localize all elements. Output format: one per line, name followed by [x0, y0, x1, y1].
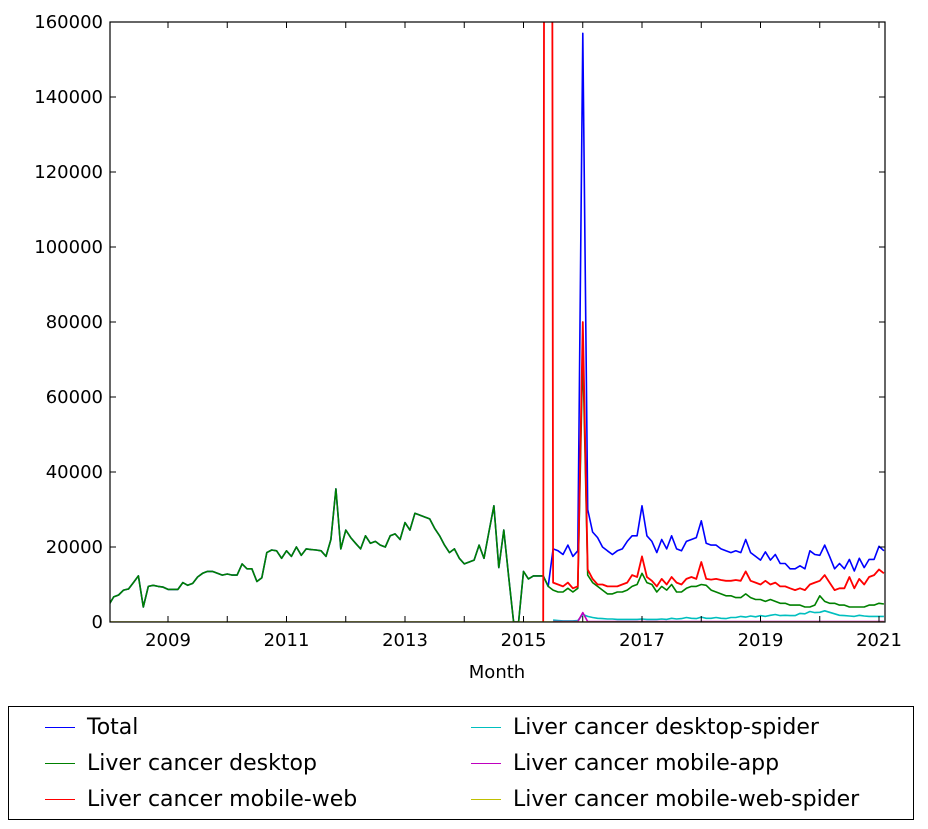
- legend-line-icon: [45, 798, 75, 800]
- series-line-liver-cancer-desktop-spider: [553, 609, 884, 622]
- y-tick-label: 140000: [34, 87, 103, 108]
- legend-item-total: Total: [45, 712, 138, 742]
- series-line-liver-cancer-mobile-web: [542, 22, 885, 622]
- legend-item-desktop-spider: Liver cancer desktop-spider: [471, 712, 819, 742]
- y-tick-label: 20000: [46, 537, 103, 558]
- series-layer: [110, 22, 885, 622]
- legend-item-desktop: Liver cancer desktop: [45, 748, 317, 778]
- legend-label: Liver cancer desktop: [87, 750, 317, 776]
- legend-label: Total: [87, 714, 139, 740]
- x-tick-label: 2011: [264, 630, 310, 651]
- legend-item-mobile-app: Liver cancer mobile-app: [471, 748, 779, 778]
- x-tick-label: 2009: [145, 630, 191, 651]
- legend-line-icon: [45, 762, 75, 764]
- legend-item-mobile-web-spider: Liver cancer mobile-web-spider: [471, 784, 859, 814]
- series-line-liver-cancer-desktop: [110, 351, 885, 622]
- x-tick-label: 2017: [619, 630, 665, 651]
- legend-item-mobile-web: Liver cancer mobile-web: [45, 784, 357, 814]
- legend-line-icon: [471, 726, 501, 728]
- y-tick-label: 100000: [34, 237, 103, 258]
- x-tick-label: 2013: [382, 630, 428, 651]
- axis-ticks: 0 20000 40000 60000 80000 100000 120000 140000 1…: [34, 12, 902, 651]
- y-tick-label: 120000: [34, 162, 103, 183]
- y-tick-label: 160000: [34, 12, 103, 33]
- line-chart: 0 20000 40000 60000 80000 100000 120000 140000 1…: [34, 12, 902, 683]
- x-tick-label: 2019: [738, 630, 784, 651]
- x-tick-label: 2021: [856, 630, 902, 651]
- legend-line-icon: [471, 762, 501, 764]
- legend-label: Liver cancer mobile-web-spider: [513, 786, 860, 812]
- plot-frame: [109, 21, 886, 623]
- x-tick-label: 2015: [501, 630, 547, 651]
- x-axis-label: Month: [469, 662, 525, 683]
- legend-label: Liver cancer mobile-app: [513, 750, 780, 776]
- legend-label: Liver cancer desktop-spider: [513, 714, 819, 740]
- legend: Total Liver cancer desktop Liver cancer …: [8, 706, 914, 820]
- legend-label: Liver cancer mobile-web: [87, 786, 358, 812]
- y-tick-label: 0: [92, 612, 103, 633]
- legend-line-icon: [45, 726, 75, 728]
- legend-line-icon: [471, 798, 501, 800]
- y-tick-label: 60000: [46, 387, 103, 408]
- y-tick-label: 40000: [46, 462, 103, 483]
- y-tick-label: 80000: [46, 312, 103, 333]
